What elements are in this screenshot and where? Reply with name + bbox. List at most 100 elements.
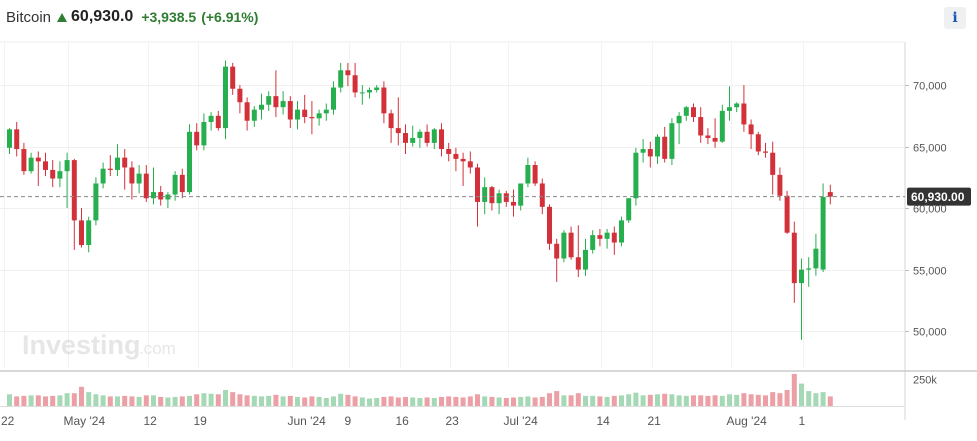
candle-body [28,157,34,172]
candle-up [136,165,142,194]
candle-body [338,70,344,88]
candle-body [770,152,776,175]
candle-down [547,204,552,250]
candle-up [259,93,264,120]
candle-up [417,129,423,148]
arrow-up-icon [57,12,68,22]
candle-body [683,107,689,116]
candle-down [122,149,128,190]
candle-down [511,189,516,217]
candle-body [806,268,812,270]
y-tick-label: 55,000 [913,266,947,278]
candle-up [734,102,740,113]
candle-body [64,160,70,172]
candle-up [813,233,819,276]
x-tick-label: 12 [144,414,158,428]
candle-body [518,183,524,206]
volume-bar [503,398,509,406]
candle-down [395,97,401,146]
candle-down [424,124,430,147]
candle-body [302,109,308,118]
volume-bars [7,374,833,406]
candle-down [287,96,293,129]
current-price-box [907,187,971,206]
candle-body [424,131,430,143]
volume-bar [302,397,308,406]
info-icon[interactable]: i [944,7,966,29]
volume-bar [583,395,588,406]
candle-up [100,162,106,189]
candle-body [280,101,286,108]
volume-bar [403,396,408,406]
volume-bar [748,394,754,406]
candle-down [748,119,754,150]
candle-up [266,91,272,111]
volume-bar [683,395,689,406]
volume-bar [50,395,56,406]
y-tick-label: 65,000 [913,143,947,155]
candle-up [806,257,812,287]
volume-bar [215,394,221,406]
candle-up [633,147,639,206]
volume-bar [143,395,149,406]
candle-body [561,232,567,259]
volume-bar [331,396,336,406]
volume-bar [439,396,444,406]
volume-bar [539,396,545,406]
candle-up [604,228,610,249]
candle-body [446,149,452,154]
candle-body [590,235,596,250]
candle-down [352,62,358,98]
volume-bar [784,390,790,406]
candle-body [532,165,538,184]
volume-bar [158,396,164,406]
candle-body [460,158,466,162]
instrument-name: Bitcoin [6,8,52,26]
volume-bar [460,397,466,406]
candle-body [143,173,149,199]
volume-bar [532,397,538,406]
volume-bar [640,395,646,406]
candle-down [554,238,560,282]
volume-bar [561,395,567,406]
candle-up [338,62,344,93]
candle-body [237,88,243,103]
volume-bar [338,393,344,406]
candle-down [698,107,704,143]
volume-bar [698,395,704,406]
candle-down [777,167,783,201]
candle-body [323,109,329,114]
volume-bar [691,395,696,406]
volume-bar [676,395,682,406]
candle-down [770,141,776,195]
candle-body [467,161,473,168]
volume-bar [597,396,603,406]
candle-up [719,104,725,143]
y-tick-label: 70,000 [913,81,947,93]
candle-body [547,206,552,244]
volume-bar [395,397,401,406]
candle-body [705,135,711,138]
candle-up [208,112,214,131]
candle-down [309,101,315,135]
candle-up [28,152,34,174]
candle-body [151,192,156,199]
candle-down [21,142,27,175]
candle-down [388,109,394,143]
y-tick-label: 60,000 [913,204,947,216]
candle-up [316,109,322,126]
candle-body [201,121,207,146]
candle-down [345,62,351,87]
candle-up [820,183,826,273]
candle-up [7,128,12,154]
candle-body [820,197,826,270]
price-change-percent: (+6.91%) [201,9,259,25]
candle-down [647,141,653,168]
candle-up [57,161,63,188]
candle-body [633,152,639,199]
candle-body [331,87,336,110]
candle-body [136,173,142,184]
candle-down [691,103,696,122]
candle-body [597,235,603,239]
